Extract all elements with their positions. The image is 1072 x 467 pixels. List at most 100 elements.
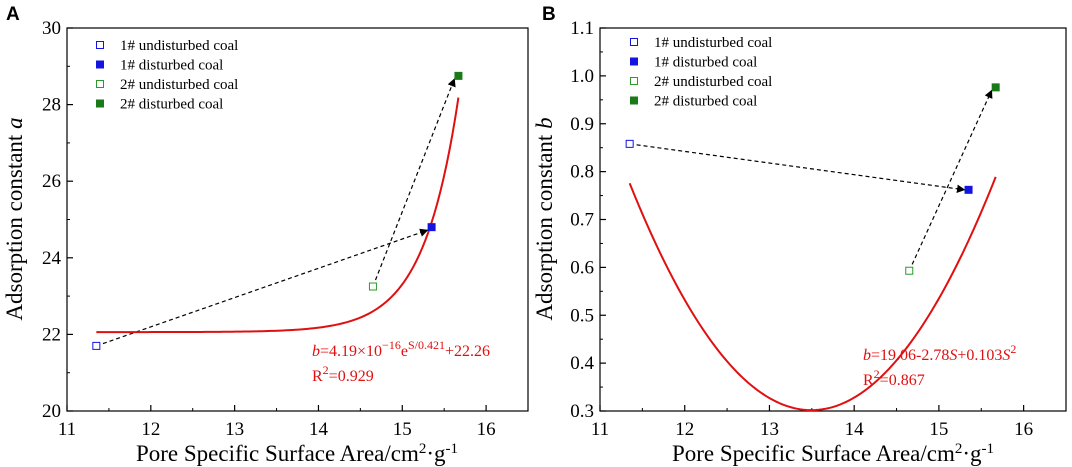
fit-curve-a [96,97,460,334]
legend-marker-b [630,96,638,105]
x-axis-title-b-sup2: -1 [982,441,995,457]
legend-label-b: 2# undisturbed coal [654,74,772,90]
y-axis-title-b-var: b [532,117,557,129]
x-axis-title-b-sup1: 2 [955,441,963,457]
y-tick-label-a: 26 [42,171,61,192]
y-axis-title-a-main: Adsorption constant [2,129,27,321]
x-axis-title-a-sup2: -1 [446,441,459,457]
r2-a-sup: 2 [323,363,329,377]
trend-arrow-a [96,228,429,347]
y-tick-label-b: 0.6 [570,257,594,278]
data-point-1-disturbed-coal-a [427,223,436,232]
x-axis-title-b: Pore Specific Surface Area/cm2·g-1 [672,441,994,466]
legend-marker-b [630,38,638,46]
panel-label-b: B [542,4,556,25]
arrows-b [629,89,993,271]
eq-a-rest: +22.26 [445,343,490,360]
x-tick-label-b: 11 [591,419,609,440]
legend-marker-b [630,77,638,85]
y-axis-title-a-var: a [2,117,27,129]
legend-marker-b [630,57,638,66]
x-tick-label-a: 11 [58,419,76,440]
fit-equation-b: b=19.06-2.78S+0.103S2 [863,342,1016,364]
legend-label-b: 2# disturbed coal [654,94,757,110]
legend-marker-a [96,99,104,108]
legend-label-a: 2# disturbed coal [120,97,223,113]
r2-a-value: =0.929 [329,368,374,385]
x-axis-title-b-mid: ·g [962,441,982,466]
panel-label-a: A [6,4,20,25]
trend-arrow-b [629,143,966,193]
y-tick-label-a: 28 [42,95,61,116]
x-tick-label-b: 14 [845,419,865,440]
legend-marker-a [96,41,104,49]
legend-marker-a [96,60,104,69]
data-point-2-undisturbed-coal-b [905,266,914,275]
fit-curve-b [628,176,997,412]
x-axis-title-a-main: Pore Specific Surface Area/cm [136,441,419,466]
y-tick-label-b: 0.5 [570,305,594,326]
r2-b-sup: 2 [874,367,880,381]
y-axis-title-b: Adsorption constant b [532,117,557,320]
data-points-b [625,83,1000,275]
y-tick-label-a: 20 [42,401,61,422]
fit-equation-a: b=4.19×10−16eS/0.421+22.26 [312,338,490,360]
trend-arrow-b [908,89,993,271]
x-axis-b: 11 12 13 14 15 16 [591,405,1033,440]
y-tick-label-b: 0.3 [570,401,594,422]
x-axis-title-a-sup1: 2 [419,441,427,457]
y-tick-label-b: 0.7 [570,210,594,231]
data-point-2-disturbed-coal-a [454,71,463,80]
eq-b-mid: =19.06-2.78 [871,347,949,364]
eq-b-var1: S [949,347,957,364]
y-tick-label-b: 0.8 [570,162,594,183]
r2-b-value: =0.867 [880,372,925,389]
eq-b-lhs: b [863,347,871,364]
legend-label-b: 1# disturbed coal [654,55,757,71]
data-point-2-undisturbed-coal-a [368,282,377,291]
r2-a: R2=0.929 [312,363,374,385]
legend-label-a: 1# undisturbed coal [120,38,238,54]
legend-label-a: 1# disturbed coal [120,58,223,74]
data-point-1-undisturbed-coal-a [92,341,101,350]
eq-a-mid2: e [401,343,408,360]
y-axis-b: 0.3 0.4 0.5 0.6 0.7 0.8 0.9 1.0 1.1 [570,18,606,422]
y-tick-label-b: 1.0 [570,66,594,87]
r2-b: R2=0.867 [863,367,925,389]
x-tick-label-b: 16 [1014,419,1033,440]
legend-label-b: 1# undisturbed coal [654,35,772,51]
x-tick-label-b: 15 [929,419,948,440]
y-tick-label-a: 22 [42,324,61,345]
x-axis-title-a: Pore Specific Surface Area/cm2·g-1 [136,441,458,466]
x-tick-label-b: 13 [760,419,779,440]
y-axis-title-a: Adsorption constant a [2,117,27,320]
x-axis-a: 11 12 13 14 15 16 [58,405,496,440]
chart-panel-b: B 11 12 13 14 15 16 0.3 0.4 0.5 0.6 0.7 0.8 0.9 1.0 1… [532,4,1067,466]
y-tick-label-a: 30 [42,18,61,39]
eq-b-mid2: +0.103 [957,347,1002,364]
y-axis-a: 20 22 24 26 28 30 [42,18,73,422]
x-axis-title-a-mid: ·g [426,441,446,466]
eq-b-exp: 2 [1010,342,1016,356]
y-tick-label-a: 24 [42,248,62,269]
x-tick-label-a: 14 [309,419,329,440]
eq-a-exp1: −16 [382,338,401,352]
data-point-2-disturbed-coal-b [991,83,1000,92]
y-tick-label-b: 0.4 [570,353,594,374]
legend-a: 1# undisturbed coal 1# disturbed coal 2# u… [96,38,238,113]
x-tick-label-a: 13 [225,419,244,440]
eq-a-exp2: S/0.421 [408,338,445,352]
y-axis-title-b-main: Adsorption constant [532,129,557,321]
legend-b: 1# undisturbed coal 1# disturbed coal 2# u… [630,35,772,110]
eq-b-var2: S [1002,347,1010,364]
x-tick-label-a: 15 [393,419,412,440]
x-tick-label-b: 12 [675,419,694,440]
y-tick-label-b: 1.1 [570,18,594,39]
eq-a-lhs: b [312,343,320,360]
r2-b-label: R [863,372,874,389]
eq-a-mid: =4.19×10 [320,343,382,360]
data-point-1-disturbed-coal-b [964,185,973,194]
legend-label-a: 2# undisturbed coal [120,77,238,93]
arrows-a [96,78,456,347]
